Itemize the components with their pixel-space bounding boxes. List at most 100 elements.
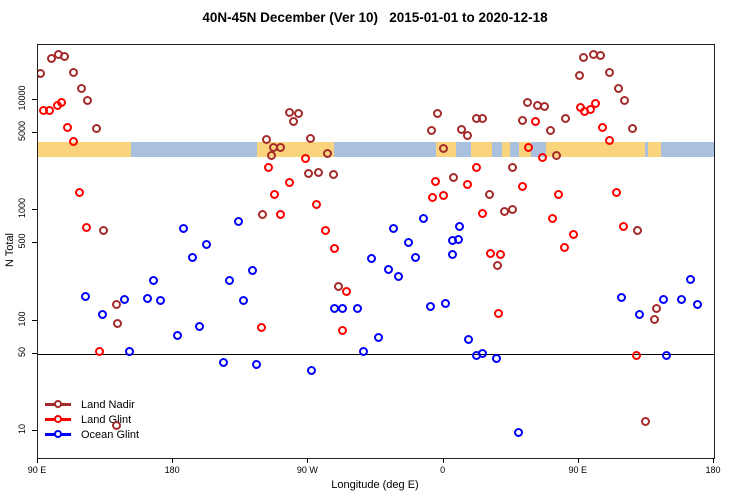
- data-point: [112, 318, 122, 328]
- data-point: [548, 213, 558, 223]
- data-point: [57, 97, 67, 107]
- x-tick: [307, 458, 309, 463]
- legend-circle-icon: [53, 430, 62, 438]
- land-ocean-band-ocean: [661, 141, 714, 157]
- data-point: [439, 143, 449, 153]
- data-point: [81, 222, 91, 232]
- data-point: [632, 350, 642, 360]
- data-point: [306, 134, 316, 144]
- data-point: [262, 135, 272, 145]
- legend-marker-icon: [45, 400, 71, 410]
- data-point: [585, 104, 595, 114]
- data-point: [618, 222, 628, 232]
- data-point: [83, 96, 93, 106]
- data-point: [449, 172, 459, 182]
- data-point: [596, 51, 606, 61]
- data-point: [659, 294, 669, 304]
- data-point: [597, 123, 607, 133]
- x-tick: [713, 458, 714, 463]
- legend-label: Ocean Glint: [81, 428, 140, 441]
- data-point: [76, 83, 86, 93]
- y-tick-label: 100: [17, 311, 27, 327]
- data-point: [456, 125, 466, 135]
- data-point: [686, 274, 696, 284]
- data-point: [554, 189, 564, 199]
- data-point: [301, 154, 311, 164]
- data-point: [617, 293, 627, 303]
- data-point: [627, 124, 637, 134]
- data-point: [605, 68, 615, 78]
- data-point: [523, 98, 533, 108]
- y-tick: [32, 242, 37, 244]
- legend: Land Nadir Land Glint Ocean Glint: [45, 397, 139, 442]
- data-point: [579, 52, 589, 62]
- data-point: [60, 51, 70, 61]
- data-point: [358, 346, 368, 356]
- land-ocean-band-ocean: [131, 141, 258, 157]
- data-point: [605, 136, 615, 146]
- data-point: [99, 225, 109, 235]
- data-point: [111, 300, 121, 310]
- y-tick: [32, 319, 37, 321]
- data-point: [518, 181, 528, 191]
- data-point: [530, 116, 540, 126]
- data-point: [125, 346, 135, 356]
- data-point: [91, 124, 101, 134]
- data-point: [45, 106, 55, 116]
- legend-item: Ocean Glint: [45, 427, 139, 442]
- x-tick-label: 90 E: [568, 465, 588, 475]
- data-point: [591, 98, 601, 108]
- y-tick-label: 10: [17, 424, 27, 435]
- legend-item: Land Glint: [45, 412, 139, 427]
- data-point: [257, 209, 267, 219]
- data-point: [575, 71, 585, 81]
- x-tick: [442, 458, 444, 463]
- y-tick-label: 1000: [17, 198, 27, 219]
- y-tick: [32, 430, 37, 432]
- data-point: [75, 187, 85, 197]
- data-point: [612, 187, 622, 197]
- land-ocean-band-ocean: [455, 141, 471, 157]
- data-point: [322, 148, 332, 158]
- data-point: [537, 153, 547, 163]
- data-point: [640, 417, 650, 427]
- data-point: [352, 304, 362, 314]
- data-point: [218, 358, 228, 368]
- data-point: [493, 261, 503, 271]
- data-point: [247, 266, 257, 276]
- data-point: [463, 180, 473, 190]
- data-point: [651, 303, 661, 313]
- data-point: [552, 150, 562, 160]
- data-point: [619, 96, 629, 106]
- data-point: [267, 150, 277, 160]
- data-point: [495, 249, 505, 259]
- data-point: [508, 163, 518, 173]
- y-tick: [32, 131, 37, 133]
- data-point: [524, 142, 534, 152]
- data-point: [419, 213, 429, 223]
- legend-label: Land Glint: [81, 413, 132, 426]
- data-point: [427, 126, 437, 136]
- data-point: [276, 143, 286, 153]
- data-point: [188, 253, 198, 263]
- data-point: [425, 302, 435, 312]
- data-point: [63, 123, 73, 133]
- data-point: [270, 189, 280, 199]
- x-tick: [577, 458, 579, 463]
- x-tick-label: 90 W: [296, 465, 318, 475]
- data-point: [540, 102, 549, 112]
- data-point: [179, 223, 189, 233]
- data-point: [513, 428, 523, 438]
- data-point: [546, 126, 555, 136]
- data-point: [410, 253, 420, 263]
- data-point: [494, 308, 504, 318]
- data-point: [454, 234, 464, 244]
- data-point: [313, 167, 323, 177]
- data-point: [633, 226, 643, 236]
- data-point: [307, 365, 317, 375]
- data-point: [507, 205, 517, 215]
- data-point: [38, 69, 46, 79]
- land-ocean-band-ocean: [491, 141, 503, 157]
- data-point: [455, 222, 465, 232]
